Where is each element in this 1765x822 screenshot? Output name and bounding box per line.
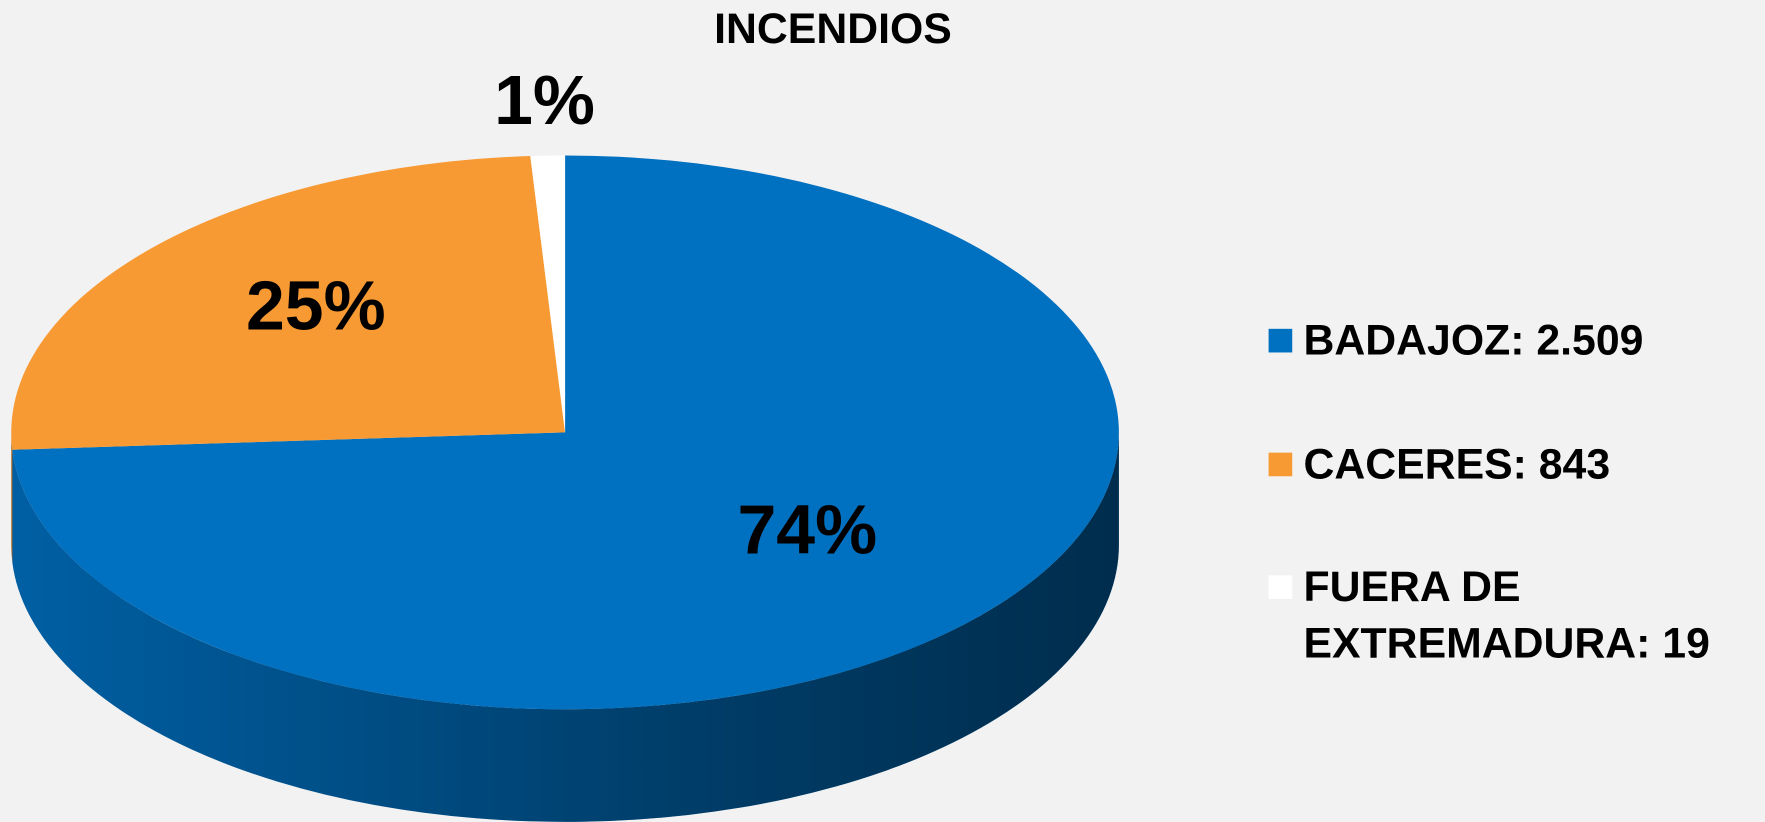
legend-entry: BADAJOZ: 2.509 <box>1303 317 1644 365</box>
pie-side-shade <box>12 432 1119 822</box>
chart-title: INCENDIOS <box>714 5 952 53</box>
data-label: 25% <box>246 267 386 345</box>
pie-slice <box>530 155 566 433</box>
pie-slice <box>12 155 1119 710</box>
legend-swatch <box>1268 575 1293 599</box>
legend-label: CACERES: 843 <box>1303 441 1611 489</box>
pie-slice <box>11 156 566 450</box>
legend-swatch <box>1268 328 1293 353</box>
pie-side-shade <box>11 432 13 563</box>
legend-label: BADAJOZ: 2.509 <box>1303 317 1644 365</box>
legend-entry: CACERES: 843 <box>1303 441 1611 489</box>
legend-swatch <box>1268 452 1293 477</box>
data-label: 1% <box>494 61 595 139</box>
legend-entry: FUERA DE EXTREMADURA: 19 <box>1303 564 1710 668</box>
data-label: 74% <box>737 490 877 568</box>
legend-label: FUERA DE EXTREMADURA: 19 <box>1303 564 1710 668</box>
